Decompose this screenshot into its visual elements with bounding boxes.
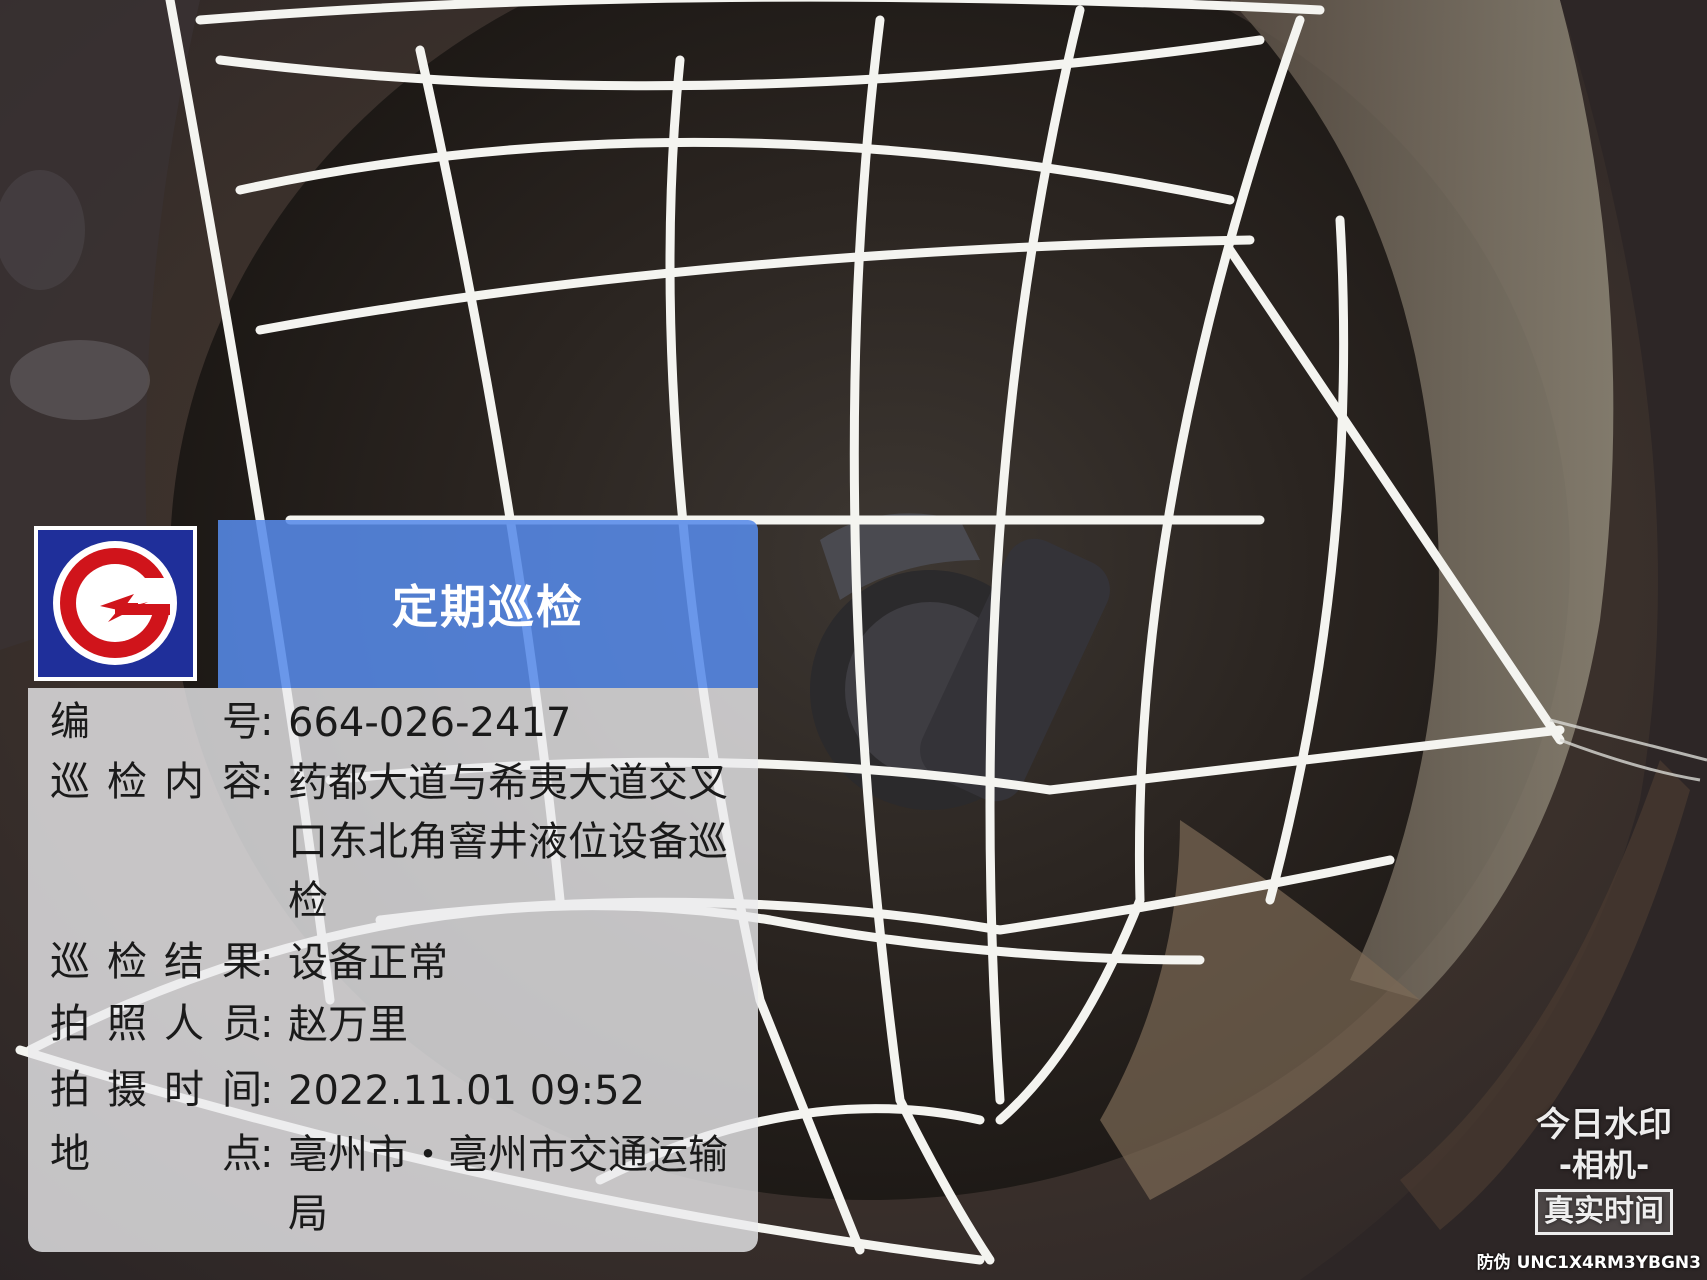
field-row-content: 巡 检 内 容 : 药都大道与希夷大道交叉口东北角窨井液位设备巡检 xyxy=(28,754,758,931)
field-row-location: 地 点 : 亳州市・亳州市交通运输局 xyxy=(28,1126,758,1244)
inspection-watermark-card: 定期巡检 编 号 : 664-026-2417 巡 检 内 容 : 药都大道与希… xyxy=(28,520,758,1252)
label-char: 人 xyxy=(164,1001,204,1047)
label-char: 结 xyxy=(164,939,204,985)
brand-name: 今日水印 xyxy=(1536,1105,1672,1145)
field-label: 巡 检 内 容 xyxy=(50,754,262,810)
card-title: 定期巡检 xyxy=(218,520,758,688)
label-char: 果 xyxy=(222,939,262,985)
label-char: 检 xyxy=(107,759,147,805)
label-char: 照 xyxy=(107,1001,147,1047)
field-row-photographer: 拍 照 人 员 : 赵万里 xyxy=(28,996,758,1055)
field-value-result: 设备正常 xyxy=(288,940,448,986)
label-char: 员 xyxy=(222,1001,262,1047)
company-logo xyxy=(34,526,197,681)
g-lightning-logo-icon xyxy=(53,541,177,665)
label-char: 巡 xyxy=(50,759,90,805)
real-time-stamp: 真实时间 xyxy=(1535,1189,1673,1235)
field-label: 巡 检 结 果 xyxy=(50,934,262,990)
field-colon: : xyxy=(260,1131,274,1177)
label-char: 号 xyxy=(222,699,262,745)
card-header: 定期巡检 xyxy=(28,520,758,688)
field-colon: : xyxy=(260,1067,274,1113)
field-label: 地 点 xyxy=(50,1126,262,1182)
field-row-result: 巡 检 结 果 : 设备正常 xyxy=(28,934,758,993)
card-body: 编 号 : 664-026-2417 巡 检 内 容 : 药都大道与希夷大道交叉… xyxy=(28,688,758,1252)
field-value-id: 664-026-2417 xyxy=(288,700,572,746)
label-char: 检 xyxy=(107,939,147,985)
label-char: 地 xyxy=(50,1131,90,1177)
field-value-content: 药都大道与希夷大道交叉口东北角窨井液位设备巡检 xyxy=(288,760,728,924)
field-colon: : xyxy=(260,1001,274,1047)
label-char: 内 xyxy=(164,759,204,805)
field-value-photographer: 赵万里 xyxy=(288,1002,408,1048)
field-label: 拍 照 人 员 xyxy=(50,996,262,1052)
field-label: 拍 摄 时 间 xyxy=(50,1062,262,1118)
camera-brand-watermark: 今日水印 -相机- 真实时间 xyxy=(1529,1105,1679,1235)
label-char: 拍 xyxy=(50,1067,90,1113)
label-char: 摄 xyxy=(107,1067,147,1113)
field-colon: : xyxy=(260,699,274,745)
field-colon: : xyxy=(260,759,274,805)
label-char: 拍 xyxy=(50,1001,90,1047)
field-value-location: 亳州市・亳州市交通运输局 xyxy=(288,1132,728,1237)
field-colon: : xyxy=(260,939,274,985)
field-row-id: 编 号 : 664-026-2417 xyxy=(28,694,758,753)
field-value-time: 2022.11.01 09:52 xyxy=(288,1068,646,1114)
label-char: 容 xyxy=(222,759,262,805)
label-char: 编 xyxy=(50,699,90,745)
label-char: 间 xyxy=(222,1067,262,1113)
field-row-time: 拍 摄 时 间 : 2022.11.01 09:52 xyxy=(28,1062,758,1121)
brand-subtitle: -相机- xyxy=(1558,1146,1650,1184)
field-label: 编 号 xyxy=(50,694,262,750)
label-char: 巡 xyxy=(50,939,90,985)
anti-counterfeit-code: 防伪 UNC1X4RM3YBGN3 xyxy=(1476,1253,1701,1273)
label-char: 点 xyxy=(222,1131,262,1177)
label-char: 时 xyxy=(164,1067,204,1113)
